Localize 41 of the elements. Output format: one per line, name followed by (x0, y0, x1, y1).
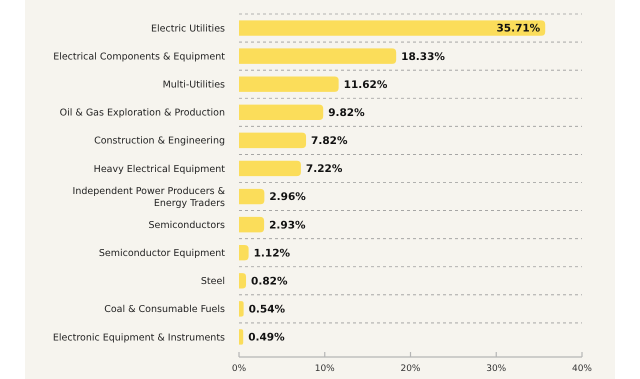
data-label: 18.33% (401, 50, 446, 63)
x-tick-label: 30% (486, 364, 507, 374)
bar (239, 160, 301, 176)
data-label: 1.12% (254, 247, 291, 260)
bar (239, 188, 264, 204)
x-tick-label: 40% (572, 364, 592, 374)
y-tick-label: Electric Utilities (151, 23, 226, 34)
y-tick-label: Semiconductor Equipment (98, 248, 226, 260)
y-tick-label: Oil & Gas Exploration & Production (60, 108, 225, 119)
bar (239, 76, 339, 92)
data-label: 35.71% (496, 22, 541, 35)
y-tick-label: Construction & Engineering (94, 136, 225, 147)
bar (239, 244, 249, 260)
bar (239, 273, 246, 289)
y-tick-label: Steel (200, 276, 225, 288)
data-label: 7.82% (311, 135, 348, 148)
x-tick-label: 0% (232, 364, 247, 374)
bar (239, 104, 324, 120)
y-tick-label: Electrical Components & Equipment (53, 51, 226, 62)
bar (239, 48, 396, 64)
y-tick-label: Independent Power Producers & Energy Traders (72, 186, 226, 209)
data-label: 9.82% (328, 106, 366, 119)
data-label: 2.93% (269, 219, 306, 232)
data-label: 0.49% (248, 332, 286, 344)
bar (239, 216, 264, 232)
data-label: 11.62% (344, 78, 388, 91)
y-tick-label: Semiconductors (148, 220, 226, 231)
x-tick-label: 10% (314, 364, 336, 374)
data-label: 0.54% (248, 304, 286, 316)
data-label: 0.82% (251, 275, 288, 288)
y-tick-label: Multi-Utilities (162, 80, 226, 91)
y-tick-label: Electronic Equipment & Instruments (52, 332, 226, 344)
x-tick-label: 20% (400, 364, 421, 374)
data-label: 2.96% (269, 191, 306, 204)
bar (239, 301, 244, 317)
y-tick-label: Coal & Consumable Fuels (104, 304, 226, 316)
bar (239, 329, 244, 345)
bar (239, 20, 546, 36)
data-label: 7.22% (306, 163, 343, 176)
y-tick-label: Heavy Electrical Equipment (94, 164, 226, 175)
bar (239, 132, 306, 148)
